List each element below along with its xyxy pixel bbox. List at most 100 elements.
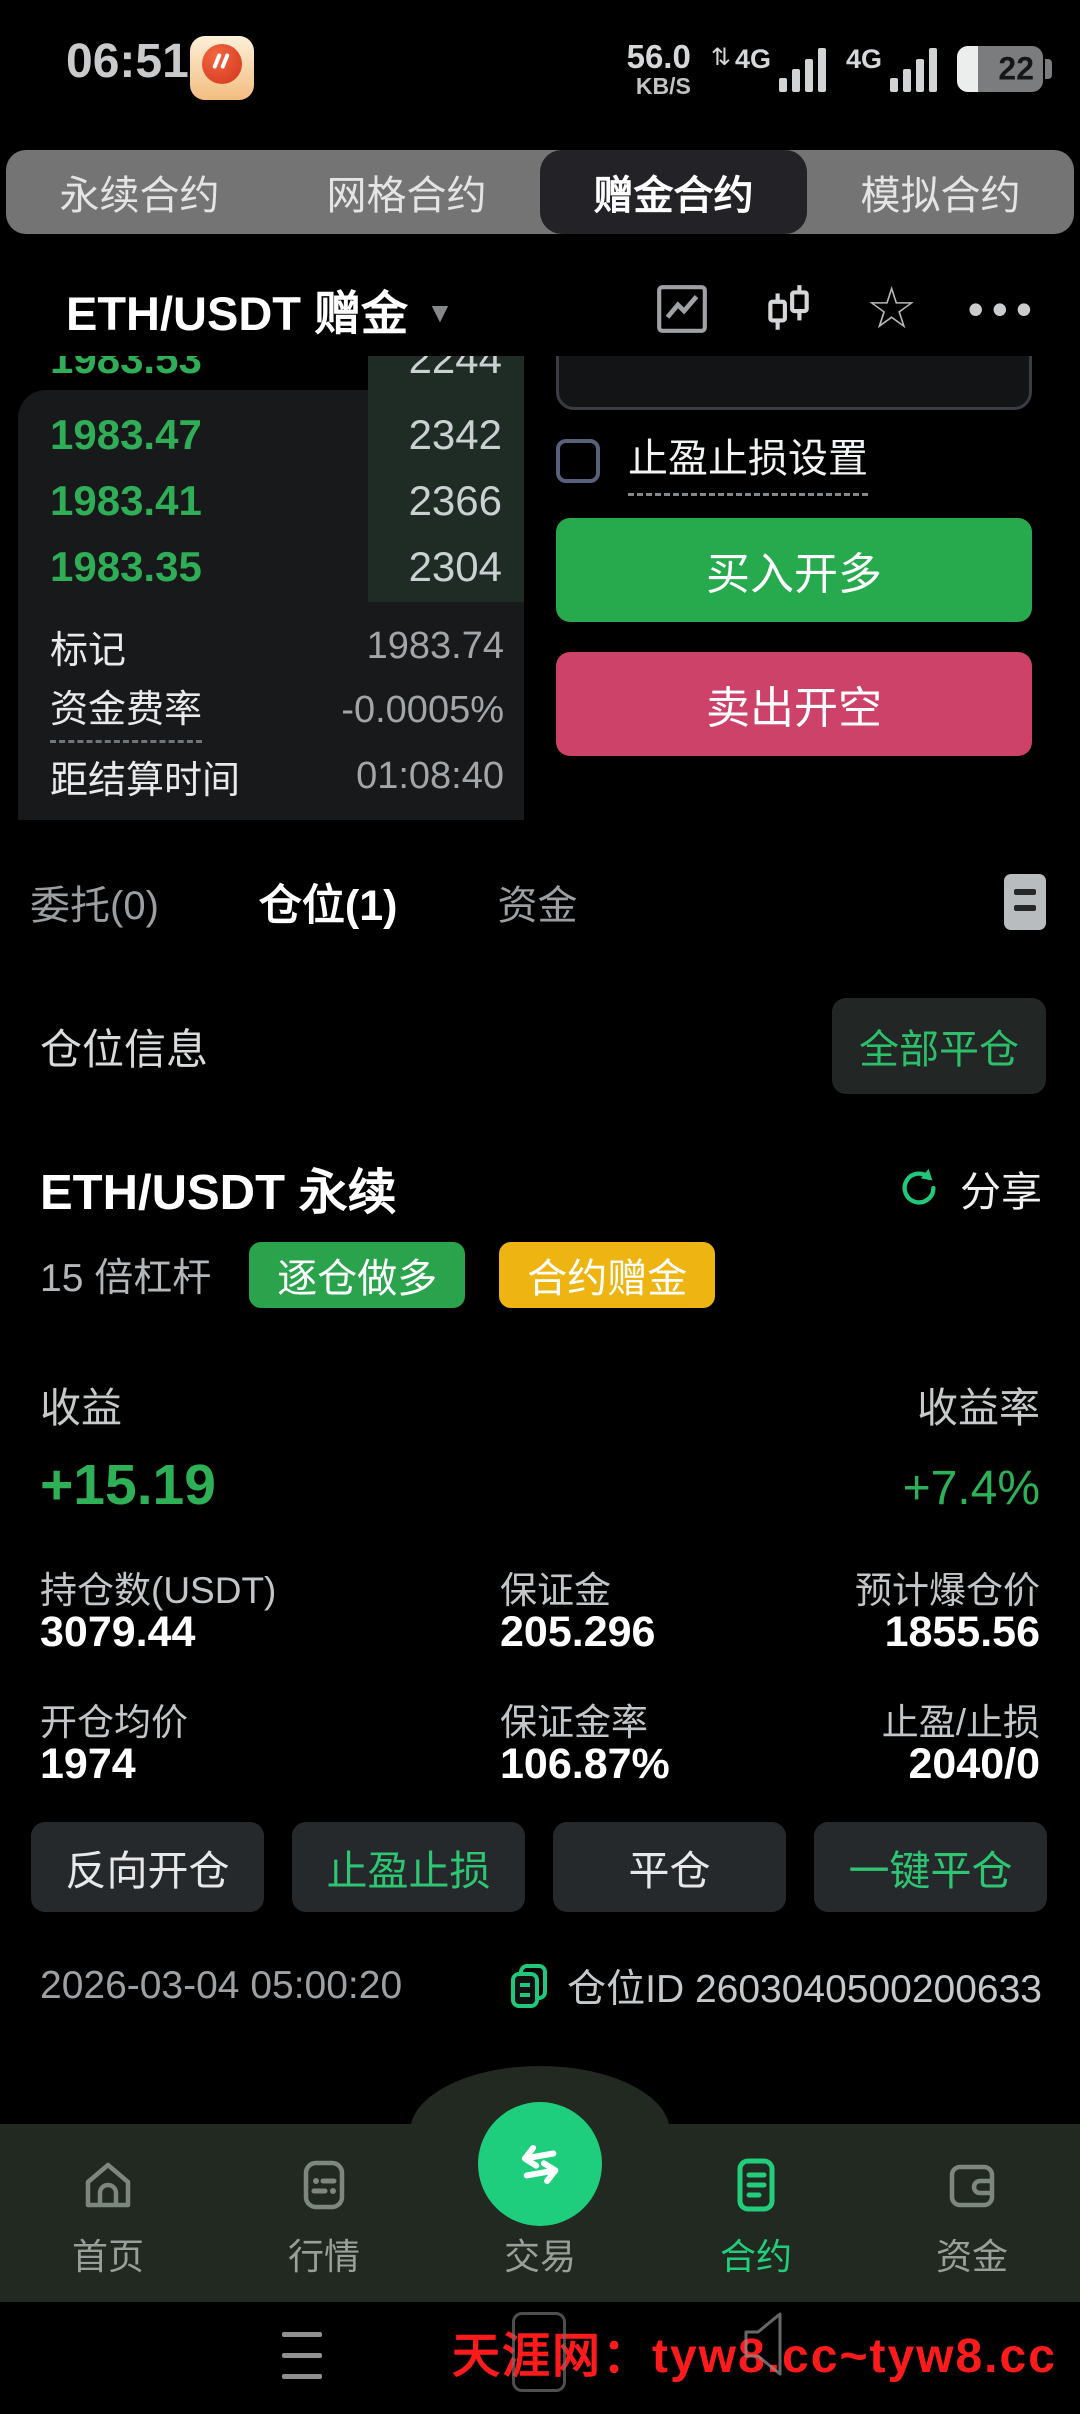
sim1-network-type: 4G [734, 44, 771, 74]
contracts-icon [726, 2154, 786, 2216]
close-position-button[interactable]: 平仓 [553, 1822, 786, 1912]
stat-value: 1974 [40, 1740, 136, 1788]
nav-item-markets[interactable]: 行情 [216, 2124, 432, 2302]
position-id-wrap[interactable]: 仓位ID 2603040500200633 [507, 1958, 1042, 2014]
stat-label: 开仓均价 [40, 1702, 188, 1743]
open-time: 2026-03-04 05:00:20 [40, 1964, 403, 2007]
amount-input-clipped[interactable] [556, 356, 1032, 410]
chevron-down-icon[interactable]: ▼ [426, 297, 454, 328]
order-book-row[interactable]: 1983.47 2342 [0, 402, 524, 468]
stat-label: 保证金率 [500, 1702, 648, 1743]
roe-label: 收益率 [917, 1385, 1040, 1431]
buy-open-long-button[interactable]: 买入开多 [556, 518, 1032, 622]
bid-price: 1983.53 [50, 356, 202, 382]
funding-rate-value: -0.0005% [341, 688, 504, 731]
exchange-arrows-icon [521, 2144, 559, 2185]
close-all-button[interactable]: 全部平仓 [832, 998, 1046, 1094]
symbol-pair-selector[interactable]: ETH/USDT 赠金 [66, 275, 408, 344]
funding-rate-label[interactable]: 资金费率 [50, 678, 203, 743]
tpsl-checkbox[interactable] [556, 439, 600, 483]
copy-document-icon [511, 1964, 548, 2008]
volume-overlay-ghost [512, 2312, 566, 2392]
nav-item-assets[interactable]: 资金 [864, 2124, 1080, 2302]
share-button[interactable]: 分享 [896, 1158, 1042, 1218]
more-options-icon[interactable]: ••• [967, 283, 1040, 335]
pnl-value: +15.19 [40, 1453, 216, 1517]
stat-value: 3079.44 [40, 1608, 196, 1656]
position-actions: 反向开仓 止盈止损 平仓 一键平仓 [31, 1822, 1047, 1912]
hamburger-menu-icon[interactable] [282, 2332, 322, 2379]
tab-bonus[interactable]: 赠金合约 [540, 150, 807, 234]
leverage-label: 15 倍杠杆 [40, 1257, 212, 1300]
stat-value: 1855.56 [884, 1608, 1040, 1656]
sell-open-short-button[interactable]: 卖出开空 [556, 652, 1032, 756]
nav-label: 首页 [71, 2236, 144, 2277]
battery-icon: 22 [957, 46, 1052, 92]
symbol-pair: ETH/USDT [66, 286, 301, 340]
signal-bars-icon [890, 46, 937, 92]
signal-bars-icon [778, 46, 826, 92]
amount-input[interactable] [556, 356, 1032, 410]
app-icon-logo [202, 44, 242, 85]
tab-perpetual[interactable]: 永续合约 [59, 174, 220, 218]
home-icon [78, 2154, 138, 2216]
tab-positions[interactable]: 仓位(1) [258, 882, 398, 930]
stats-labels-row1: 持仓数(USDT) 保证金 预计爆仓价 [40, 1560, 1040, 1614]
quick-close-button[interactable]: 一键平仓 [814, 1822, 1047, 1912]
tab-grid[interactable]: 网格合约 [326, 174, 487, 218]
bid-price: 1983.41 [50, 477, 202, 524]
stat-label: 止盈/止损 [881, 1702, 1040, 1743]
position-badges: 15 倍杠杆 逐仓做多 合约赠金 [40, 1240, 749, 1310]
order-book-row-clipped[interactable]: 1983.53 2244 [0, 356, 524, 392]
pnl-values: +15.19 +7.4% [40, 1452, 1040, 1518]
bid-qty: 2366 [408, 477, 502, 524]
nav-label: 行情 [287, 2236, 360, 2277]
reverse-position-button[interactable]: 反向开仓 [31, 1822, 264, 1912]
position-tabs: 委托(0) 仓位(1) 资金 [30, 862, 1046, 942]
nav-item-trade[interactable]: 交易 [432, 2124, 648, 2302]
data-transfer-arrows-icon: ⇅ [710, 44, 731, 71]
battery-fill [957, 46, 978, 92]
tab-funds[interactable]: 资金 [497, 884, 578, 928]
mark-price-label: 标记 [50, 629, 127, 672]
settlement-countdown-row: 距结算时间 01:08:40 [50, 754, 504, 802]
network-speed-unit: KB/S [635, 73, 691, 100]
speaker-ghost-icon [744, 2312, 782, 2376]
stat-value: 205.296 [500, 1608, 656, 1656]
mark-price-value: 1983.74 [366, 624, 504, 667]
wallet-icon [942, 2154, 1002, 2216]
pnl-label: 收益 [40, 1385, 122, 1431]
position-symbol-row: ETH/USDT 永续 分享 [40, 1150, 1042, 1226]
refresh-icon [902, 1168, 936, 1205]
stat-value: 2040/0 [908, 1740, 1040, 1788]
status-icons: 56.0 KB/S ⇅ 4G 4G 22 [627, 34, 1052, 104]
order-book-row[interactable]: 1983.35 2304 [0, 534, 524, 600]
tpsl-setting-label[interactable]: 止盈止损设置 [628, 426, 868, 496]
chart-icon[interactable] [654, 281, 710, 337]
position-info-header: 仓位信息 全部平仓 [40, 998, 1046, 1094]
favorite-star-icon[interactable]: ☆ [865, 276, 918, 341]
candlestick-icon[interactable] [760, 281, 816, 337]
nav-item-home[interactable]: 首页 [0, 2124, 216, 2302]
tpsl-button[interactable]: 止盈止损 [292, 1822, 525, 1912]
trade-exchange-button[interactable] [478, 2102, 602, 2226]
roe-value: +7.4% [902, 1462, 1040, 1515]
pnl-labels: 收益 收益率 [40, 1374, 1040, 1434]
bid-price: 1983.35 [50, 543, 202, 590]
nav-item-contracts[interactable]: 合约 [648, 2124, 864, 2302]
order-list-icon[interactable] [1004, 874, 1046, 930]
stats-values-row2: 1974 106.87% 2040/0 [40, 1740, 1040, 1789]
tab-orders[interactable]: 委托(0) [30, 884, 159, 928]
notification-app-icon [190, 36, 254, 100]
tpsl-setting-row: 止盈止损设置 [556, 436, 868, 496]
nav-label: 合约 [719, 2236, 792, 2277]
settlement-countdown-value: 01:08:40 [356, 754, 504, 797]
funding-rate-row: 资金费率 -0.0005% [50, 688, 504, 743]
order-book-row[interactable]: 1983.41 2366 [0, 468, 524, 534]
stats-labels-row2: 开仓均价 保证金率 止盈/止损 [40, 1692, 1040, 1746]
tab-demo[interactable]: 模拟合约 [860, 174, 1021, 218]
position-info-title: 仓位信息 [40, 1025, 209, 1073]
symbol-mode: 赠金 [314, 286, 409, 340]
network-speed: 56.0 KB/S [627, 39, 691, 100]
